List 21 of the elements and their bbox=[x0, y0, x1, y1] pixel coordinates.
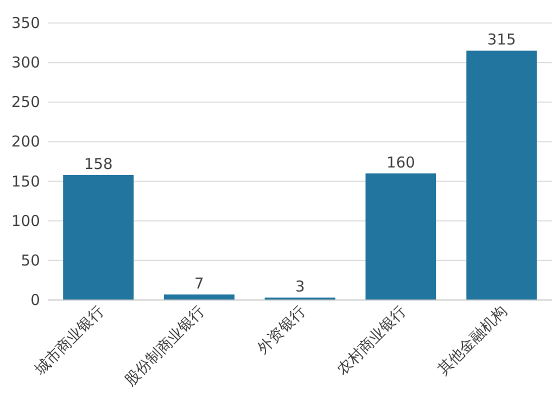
y-tick-label: 100 bbox=[11, 212, 40, 230]
data-label: 7 bbox=[194, 274, 204, 292]
data-label: 315 bbox=[487, 30, 516, 49]
x-tick-label: 股份制商业银行 bbox=[121, 302, 208, 390]
bar bbox=[366, 173, 436, 300]
y-tick-label: 200 bbox=[11, 132, 40, 151]
y-tick-label: 300 bbox=[11, 54, 40, 72]
data-label: 158 bbox=[84, 154, 113, 173]
y-tick-label: 0 bbox=[30, 291, 40, 309]
y-tick-label: 350 bbox=[11, 14, 40, 32]
y-tick-label: 50 bbox=[20, 251, 40, 270]
x-tick-label: 外资银行 bbox=[254, 302, 309, 358]
bar bbox=[63, 174, 134, 300]
bar bbox=[164, 294, 234, 300]
data-label: 3 bbox=[295, 278, 305, 296]
y-tick-label: 250 bbox=[11, 93, 40, 112]
x-tick-label: 农村商业银行 bbox=[333, 302, 410, 378]
y-tick-label: 150 bbox=[11, 172, 40, 190]
x-tick-label: 其他金融机构 bbox=[434, 302, 510, 378]
bar bbox=[466, 50, 537, 300]
data-label: 160 bbox=[386, 153, 416, 172]
